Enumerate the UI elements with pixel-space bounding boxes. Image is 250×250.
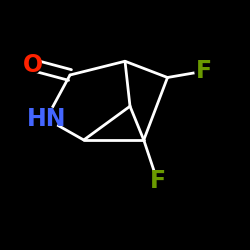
Circle shape [34,107,58,131]
Text: F: F [196,59,212,83]
Circle shape [195,62,212,80]
Text: O: O [22,53,42,77]
Text: HN: HN [26,107,66,131]
Circle shape [149,172,166,190]
Circle shape [24,56,41,74]
Text: F: F [150,169,166,193]
